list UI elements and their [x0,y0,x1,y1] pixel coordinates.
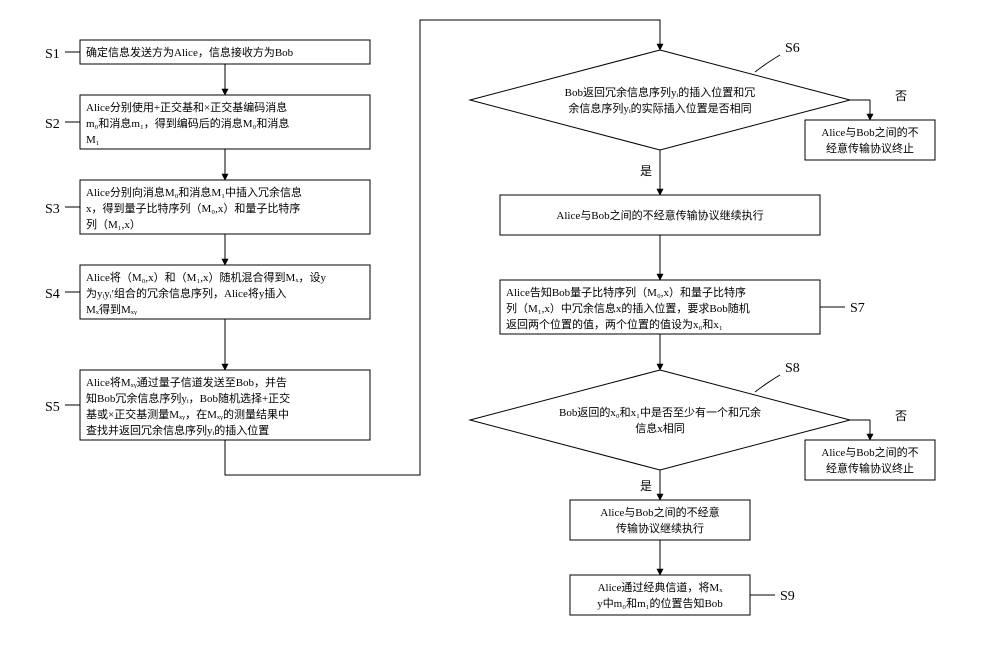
step-s3-text-l3: 列（M₁,x） [86,217,141,231]
continue-s8-l1: Alice与Bob之间的不经意 [600,505,719,519]
step-s5-text-l2: 知Bob冗余信息序列yᵢ，Bob随机选择+正交 [86,391,290,405]
label-s5: S5 [45,400,60,415]
decision-s6-l1: Bob返回冗余信息序列yᵢ的插入位置和冗 [565,85,756,99]
continue-s6-text: Alice与Bob之间的不经意传输协议继续执行 [556,208,763,222]
step-s5-text-l1: Alice将Mₓᵧ通过量子信道发送至Bob，并告 [86,375,287,389]
flowchart-diagram: 确定信息发送方为Alice，信息接收方为Bob S1 Alice分别使用+正交基… [0,0,1000,659]
step-s7-l2: 列（M₁,x）中冗余信息x的插入位置，要求Bob随机 [506,301,750,315]
step-s3-text-l1: Alice分别向消息M₀和消息M₁中插入冗余信息 [86,185,302,199]
s6-no-label: 否 [895,89,907,103]
step-s9-l1: Alice通过经典信道，将Mₓ [598,580,724,594]
terminate-s8-l1: Alice与Bob之间的不 [821,445,918,459]
step-s2-text-l2: m₀和消息m₁，得到编码后的消息M₀和消息 [86,116,289,130]
s8-leader [755,375,780,392]
decision-s8-l2: 信息x相同 [635,421,685,435]
label-s7: S7 [850,301,865,316]
label-s9: S9 [780,589,795,604]
step-s5-text-l4: 查找并返回冗余信息序列yᵢ的插入位置 [86,423,269,437]
step-s7-l3: 返回两个位置的值，两个位置的值设为x₀和x₁ [506,317,723,331]
label-s2: S2 [45,117,60,132]
step-s4-text-l1: Alice将（M₀,x）和（M₁,x）随机混合得到Mₓ，设y [86,270,327,284]
decision-s6-l2: 余信息序列yᵢ的实际插入位置是否相同 [568,101,751,115]
terminate-s6-l1: Alice与Bob之间的不 [821,125,918,139]
label-s4: S4 [45,287,60,302]
s8-no-label: 否 [895,409,907,423]
terminate-s6-l2: 经意传输协议终止 [826,141,914,155]
step-s2-text-l3: M₁ [86,134,100,146]
s8-yes-label: 是 [640,479,652,493]
step-s5-text-l3: 基或×正交基测量Mₓᵧ，在Mₓᵧ的测量结果中 [86,407,289,421]
step-s7-l1: Alice告知Bob量子比特序列（M₀,x）和量子比特序 [506,285,746,299]
s6-leader [755,55,780,72]
label-s1: S1 [45,47,60,62]
decision-s8-l1: Bob返回的x₀和x₁中是否至少有一个和冗余 [559,405,761,419]
step-s9-l2: y中m₀和m₁的位置告知Bob [597,596,723,610]
step-s3-text-l2: x，得到量子比特序列（M₀,x）和量子比特序 [86,201,300,215]
step-s4-text-l3: Mₓ得到Mₓᵧ [86,303,137,316]
step-s4-text-l2: 为yᵢyᵢ′组合的冗余信息序列，Alice将y插入 [86,286,286,300]
label-s3: S3 [45,202,60,217]
step-s1-text: 确定信息发送方为Alice，信息接收方为Bob [86,45,294,59]
label-s6: S6 [785,41,800,56]
decision-s8 [470,370,850,470]
continue-s8-l2: 传输协议继续执行 [616,521,704,535]
label-s8: S8 [785,361,800,376]
decision-s6 [470,50,850,150]
terminate-s8-l2: 经意传输协议终止 [826,461,914,475]
s6-yes-label: 是 [640,164,652,178]
step-s2-text-l1: Alice分别使用+正交基和×正交基编码消息 [86,100,287,114]
